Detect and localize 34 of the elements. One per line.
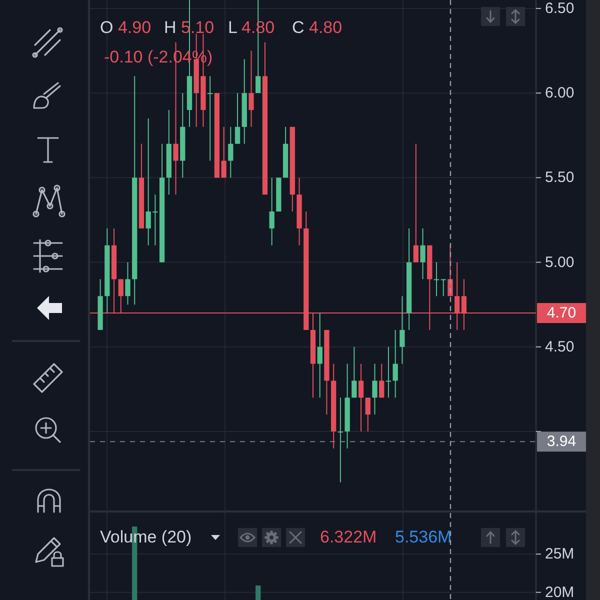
candlestick xyxy=(365,397,370,432)
annotation: 5.536M xyxy=(395,528,452,546)
candlestick xyxy=(379,363,384,398)
y-tick-label: 6.00 xyxy=(545,84,574,102)
annotation: O 4.90 xyxy=(100,18,152,36)
candlestick xyxy=(248,50,254,128)
candlestick xyxy=(358,363,364,432)
y-tick-label: 6.50 xyxy=(545,0,574,17)
candlestick xyxy=(413,143,418,263)
candlestick xyxy=(228,126,234,178)
text: Volume (20) xyxy=(100,528,192,546)
candlestick xyxy=(386,346,392,398)
candlestick xyxy=(352,346,357,398)
candlestick xyxy=(317,312,322,398)
annotation: C 4.80 xyxy=(292,18,342,36)
candlestick xyxy=(392,329,398,398)
candlestick xyxy=(125,262,130,306)
y-tick-label: 5.50 xyxy=(545,169,574,186)
candlestick xyxy=(440,278,446,297)
candlestick xyxy=(338,397,344,483)
y-tick-label: 4.50 xyxy=(545,338,574,356)
candlestick xyxy=(400,296,405,364)
candlestick xyxy=(434,262,440,297)
annotation: 6.322M xyxy=(320,528,377,546)
ref-line-label: 3.94 xyxy=(546,433,576,450)
y-tick-label: 5.00 xyxy=(545,254,574,271)
ref-line-label: 4.70 xyxy=(546,304,576,322)
candlestick xyxy=(234,92,240,144)
y-tick-label: 20M xyxy=(545,584,574,600)
y-tick-label: 25M xyxy=(545,546,574,563)
candlestick xyxy=(269,177,274,246)
candlestick xyxy=(208,76,213,162)
candlestick xyxy=(372,363,378,416)
candlestick xyxy=(420,228,426,280)
